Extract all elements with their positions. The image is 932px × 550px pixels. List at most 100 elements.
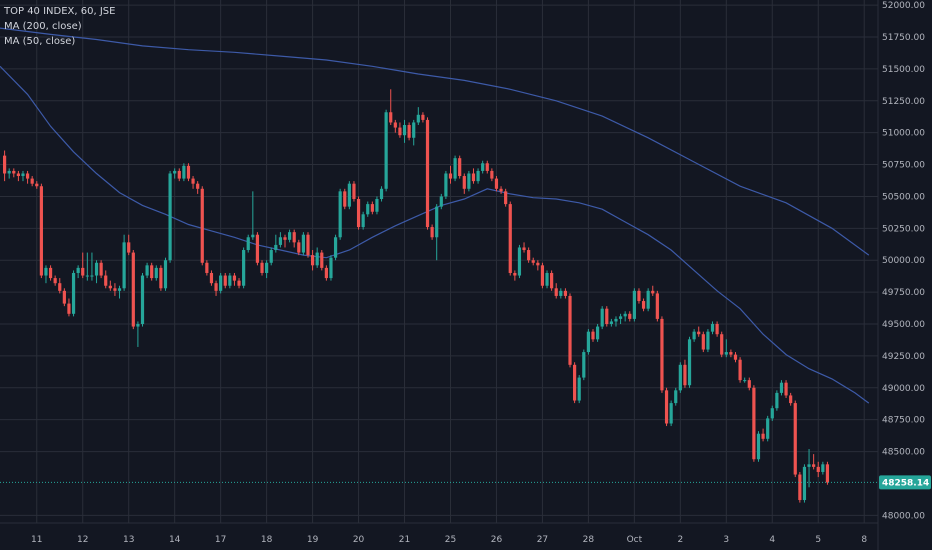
candle: [99, 260, 103, 279]
price-axis[interactable]: 52000.00 51750.00 51500.00 51250.00 51000.00…: [882, 1, 925, 521]
candle-body: [568, 295, 572, 365]
candle: [25, 170, 30, 184]
candle: [94, 260, 99, 284]
ma-line: [0, 27, 870, 256]
candle: [48, 265, 53, 281]
candle: [733, 352, 738, 363]
candle: [131, 250, 135, 330]
candle: [683, 359, 687, 388]
candle: [609, 318, 613, 327]
candle: [421, 112, 425, 123]
candle-body: [343, 191, 347, 207]
time-tick-label: 14: [169, 535, 181, 545]
candle: [370, 201, 374, 215]
candle: [196, 181, 200, 194]
candle: [39, 183, 43, 279]
candle-body: [816, 466, 820, 472]
candle: [490, 168, 494, 182]
candle: [743, 377, 747, 383]
candle-body: [678, 364, 682, 391]
candle-body: [379, 188, 384, 199]
candle-body: [366, 204, 370, 215]
candle-body: [58, 283, 62, 291]
candle: [821, 461, 825, 475]
candle-body: [228, 275, 232, 286]
candle-body: [435, 206, 439, 238]
candle-body: [439, 196, 443, 207]
candle-body: [761, 433, 765, 439]
candle-body: [499, 188, 503, 192]
candle: [618, 313, 623, 325]
candle: [301, 232, 305, 256]
candle: [444, 170, 448, 199]
price-tick-label: 51500.00: [882, 65, 925, 75]
candle-body: [209, 272, 214, 284]
candle: [825, 461, 830, 485]
legend-ma200[interactable]: MA (200, close): [4, 21, 82, 32]
candle: [554, 283, 558, 299]
candle-body: [577, 377, 581, 401]
legend-ma50[interactable]: MA (50, close): [4, 36, 76, 47]
candle: [136, 321, 140, 347]
candle-body: [573, 364, 577, 401]
candle: [646, 288, 650, 312]
candle-body: [104, 275, 108, 286]
candle: [513, 270, 517, 281]
candle: [200, 186, 204, 266]
candle: [697, 326, 701, 337]
legend-symbol[interactable]: TOP 40 INDEX, 60, JSE: [4, 6, 116, 17]
candle: [85, 252, 89, 281]
candle: [812, 454, 816, 470]
time-tick-label: 18: [261, 535, 273, 545]
candle-body: [724, 352, 728, 355]
candle: [223, 272, 227, 289]
candle: [384, 109, 388, 192]
candle: [559, 288, 563, 299]
time-tick-label: 25: [445, 535, 456, 545]
candle: [545, 270, 549, 289]
candle-body: [301, 234, 305, 253]
candle-body: [255, 234, 260, 263]
price-tick-label: 52000.00: [882, 1, 925, 11]
candle-body: [7, 170, 11, 174]
candle: [766, 415, 770, 442]
candle-body: [710, 324, 715, 332]
candle: [628, 311, 632, 322]
price-tick-label: 50000.00: [882, 256, 925, 266]
time-tick-label: 27: [537, 535, 548, 545]
candle-body: [214, 283, 218, 291]
time-axis[interactable]: 11 12 13 14 17 18 19 20 21 25 26 27 28 Oct 2 3 4 5 8: [31, 535, 867, 545]
candle-body: [150, 265, 154, 279]
candle-body: [67, 303, 71, 314]
candle: [127, 234, 131, 256]
candle: [76, 265, 80, 279]
candle-body: [779, 382, 784, 393]
candle-body: [288, 232, 292, 240]
candle-body: [775, 392, 779, 409]
candle-body: [16, 173, 20, 177]
candle-body: [94, 262, 99, 276]
candle: [251, 191, 255, 240]
current-price-label: 48258.14: [879, 475, 931, 490]
candle-body: [196, 183, 200, 189]
candle: [692, 329, 696, 342]
candle: [274, 234, 278, 253]
candle: [595, 324, 600, 342]
candle-body: [25, 173, 30, 179]
candle: [655, 290, 659, 322]
candle-body: [2, 155, 7, 174]
candle: [154, 265, 158, 281]
candle: [752, 385, 756, 462]
candle-body: [159, 267, 163, 289]
candle: [582, 349, 586, 381]
candle: [398, 122, 402, 138]
candle-body: [545, 272, 549, 286]
candle-body: [113, 288, 117, 291]
candle-body: [729, 352, 733, 355]
candle: [407, 122, 411, 141]
candle-body: [683, 364, 687, 386]
candle: [113, 283, 117, 296]
candlesticks: [2, 89, 830, 503]
candle-body: [393, 122, 397, 128]
